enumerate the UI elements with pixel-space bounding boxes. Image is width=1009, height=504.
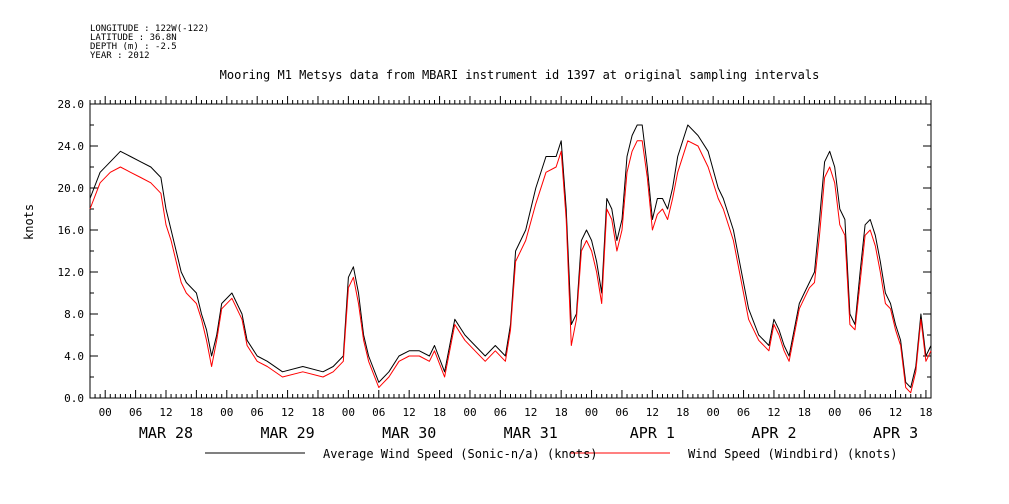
x-hour-label: 12 xyxy=(281,406,294,419)
x-hour-label: 00 xyxy=(463,406,476,419)
x-day-label: APR 1 xyxy=(630,424,675,442)
y-tick-label: 12.0 xyxy=(58,266,85,279)
x-hour-label: 06 xyxy=(615,406,628,419)
x-hour-label: 06 xyxy=(251,406,264,419)
longitude-label: LONGITUDE : 122W(-122) xyxy=(90,24,210,34)
legend-label-windbird: Wind Speed (Windbird) (knots) xyxy=(688,447,898,461)
legend-label-average-wind: Average Wind Speed (Sonic-n/a) (knots) xyxy=(323,447,598,461)
x-day-label: APR 3 xyxy=(873,424,918,442)
x-day-label: MAR 30 xyxy=(382,424,436,442)
x-hour-label: 18 xyxy=(919,406,932,419)
x-hour-label: 18 xyxy=(190,406,203,419)
x-hour-label: 12 xyxy=(524,406,537,419)
y-tick-label: 28.0 xyxy=(58,98,85,111)
x-hour-label: 06 xyxy=(859,406,872,419)
x-hour-label: 00 xyxy=(707,406,720,419)
y-tick-label: 4.0 xyxy=(64,350,84,363)
series-windbird-line xyxy=(89,140,932,394)
y-tick-label: 8.0 xyxy=(64,308,84,321)
depth-label: DEPTH (m) : -2.5 xyxy=(90,42,177,52)
x-day-label: APR 2 xyxy=(751,424,796,442)
x-hour-label: 00 xyxy=(342,406,355,419)
latitude-label: LATITUDE : 36.8N xyxy=(90,33,177,43)
y-tick-label: 24.0 xyxy=(58,140,85,153)
x-day-label: MAR 28 xyxy=(139,424,193,442)
x-hour-label: 12 xyxy=(159,406,172,419)
x-day-label: MAR 29 xyxy=(260,424,314,442)
x-hour-label: 06 xyxy=(129,406,142,419)
y-tick-label: 20.0 xyxy=(58,182,85,195)
x-hour-label: 06 xyxy=(494,406,507,419)
x-hour-label: 18 xyxy=(311,406,324,419)
x-hour-label: 00 xyxy=(220,406,233,419)
x-hour-label: 12 xyxy=(403,406,416,419)
y-tick-label: 16.0 xyxy=(58,224,85,237)
x-hour-label: 12 xyxy=(889,406,902,419)
x-hour-label: 18 xyxy=(798,406,811,419)
chart-title: Mooring M1 Metsys data from MBARI instru… xyxy=(219,68,820,82)
year-label: YEAR : 2012 xyxy=(90,51,150,61)
x-hour-label: 18 xyxy=(555,406,568,419)
x-hour-label: 06 xyxy=(372,406,385,419)
y-tick-label: 0.0 xyxy=(64,392,84,405)
x-hour-label: 00 xyxy=(99,406,112,419)
x-hour-label: 00 xyxy=(828,406,841,419)
x-hour-label: 06 xyxy=(737,406,750,419)
x-hour-label: 12 xyxy=(767,406,780,419)
x-day-label: MAR 31 xyxy=(504,424,558,442)
x-hour-label: 12 xyxy=(646,406,659,419)
series-average-wind-line xyxy=(89,124,932,388)
x-hour-label: 00 xyxy=(585,406,598,419)
x-hour-label: 18 xyxy=(433,406,446,419)
x-hour-label: 18 xyxy=(676,406,689,419)
plot-frame xyxy=(89,103,932,399)
